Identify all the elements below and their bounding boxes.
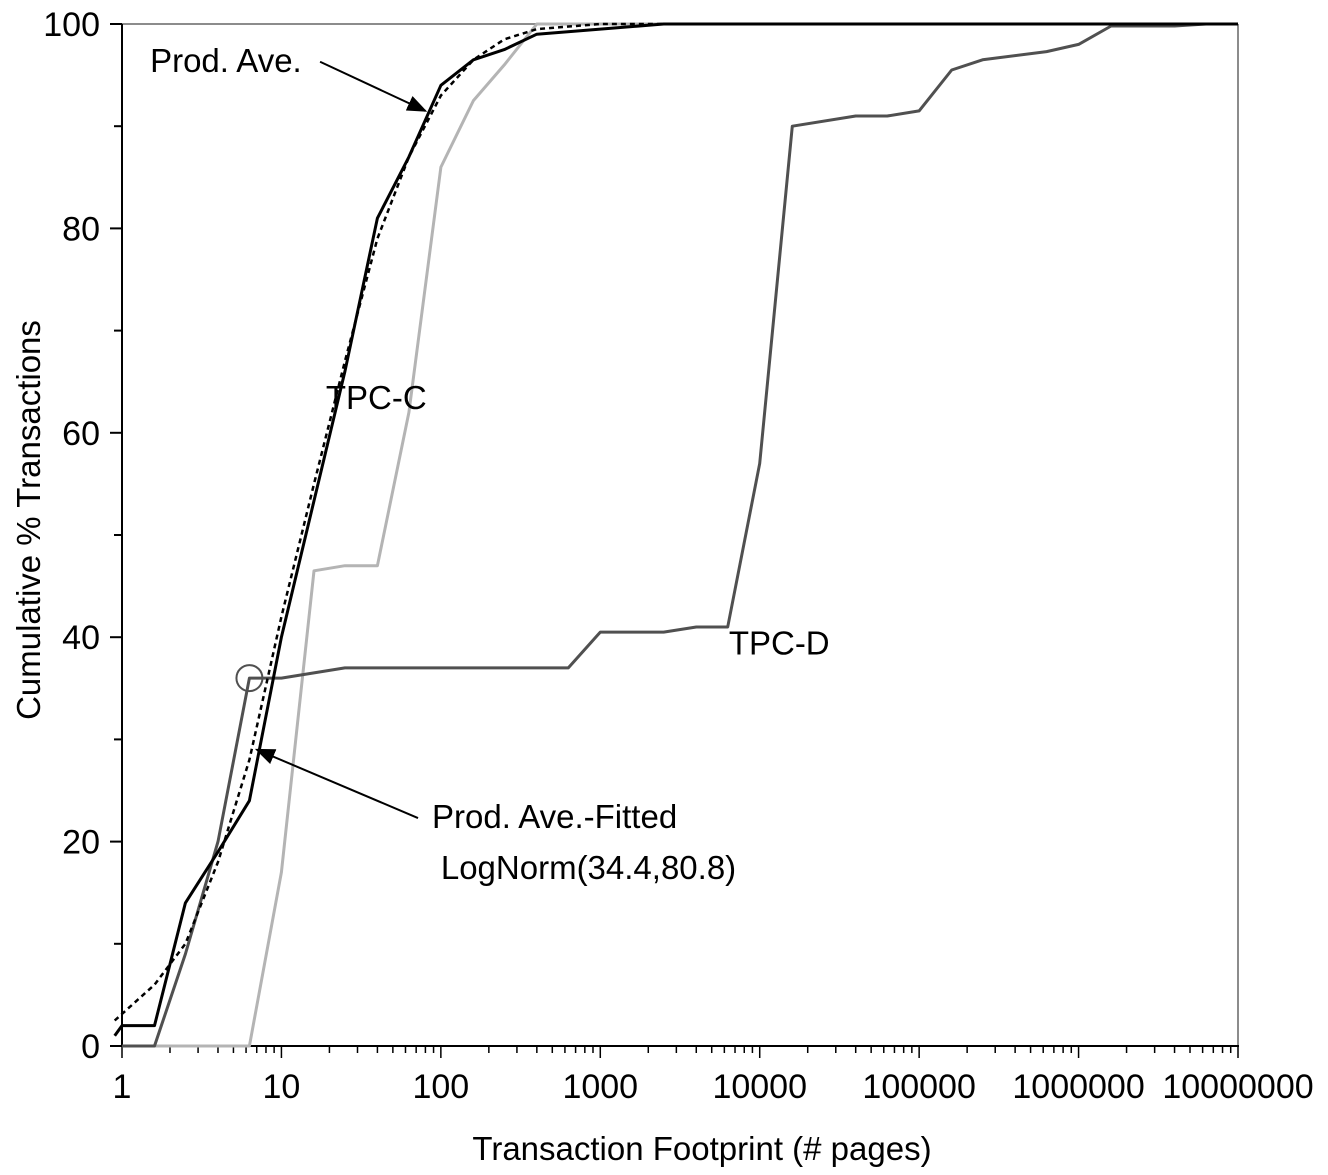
y-tick-label: 20 xyxy=(62,824,100,862)
series-line-prod-ave xyxy=(113,22,1238,1037)
annotations: Prod. Ave. TPC-C TPC-D Prod. Ave.-Fitted Log… xyxy=(150,42,830,886)
y-tick-label: 40 xyxy=(62,619,100,657)
y-tick-label: 60 xyxy=(62,415,100,453)
y-tick-label: 80 xyxy=(62,210,100,248)
x-tick-label: 10000 xyxy=(712,1068,807,1106)
x-tick-label: 1 xyxy=(113,1068,132,1106)
y-tick-label: 0 xyxy=(81,1028,100,1066)
highlight-circle xyxy=(235,664,264,693)
ticks: 0 20 40 60 80 100 1 10 100 1000 10000 100000 1000000… xyxy=(10,6,1314,1167)
x-tick-label: 100000 xyxy=(862,1068,975,1106)
annotation-label: Prod. Ave. xyxy=(150,42,302,79)
x-tick-label: 10 xyxy=(263,1068,301,1106)
x-axis-title: Transaction Footprint (# pages) xyxy=(472,1130,931,1167)
annotation-label: TPC-D xyxy=(729,624,830,661)
series-line-tpc-c xyxy=(122,22,1238,1048)
annotation-label: TPC-C xyxy=(326,379,427,416)
series-lines xyxy=(113,22,1238,1048)
y-axis-title: Cumulative % Transactions xyxy=(10,320,47,720)
y-tick-label: 100 xyxy=(43,6,100,44)
x-tick-label: 1000 xyxy=(562,1068,638,1106)
x-tick-label: 1000000 xyxy=(1012,1068,1144,1106)
x-tick-label: 10000000 xyxy=(1162,1068,1313,1106)
annotation-label: Prod. Ave.-Fitted xyxy=(432,798,677,835)
series-line-tpc-d xyxy=(122,22,1238,1048)
annotation-label: LogNorm(34.4,80.8) xyxy=(441,849,736,886)
annotation-arrow xyxy=(254,748,419,819)
axes xyxy=(121,23,1239,1047)
series-line-prod-ave-fitted-lognorm-34-4-80-8 xyxy=(113,22,1238,1022)
annotation-arrow xyxy=(319,60,428,112)
x-tick-label: 100 xyxy=(412,1068,469,1106)
